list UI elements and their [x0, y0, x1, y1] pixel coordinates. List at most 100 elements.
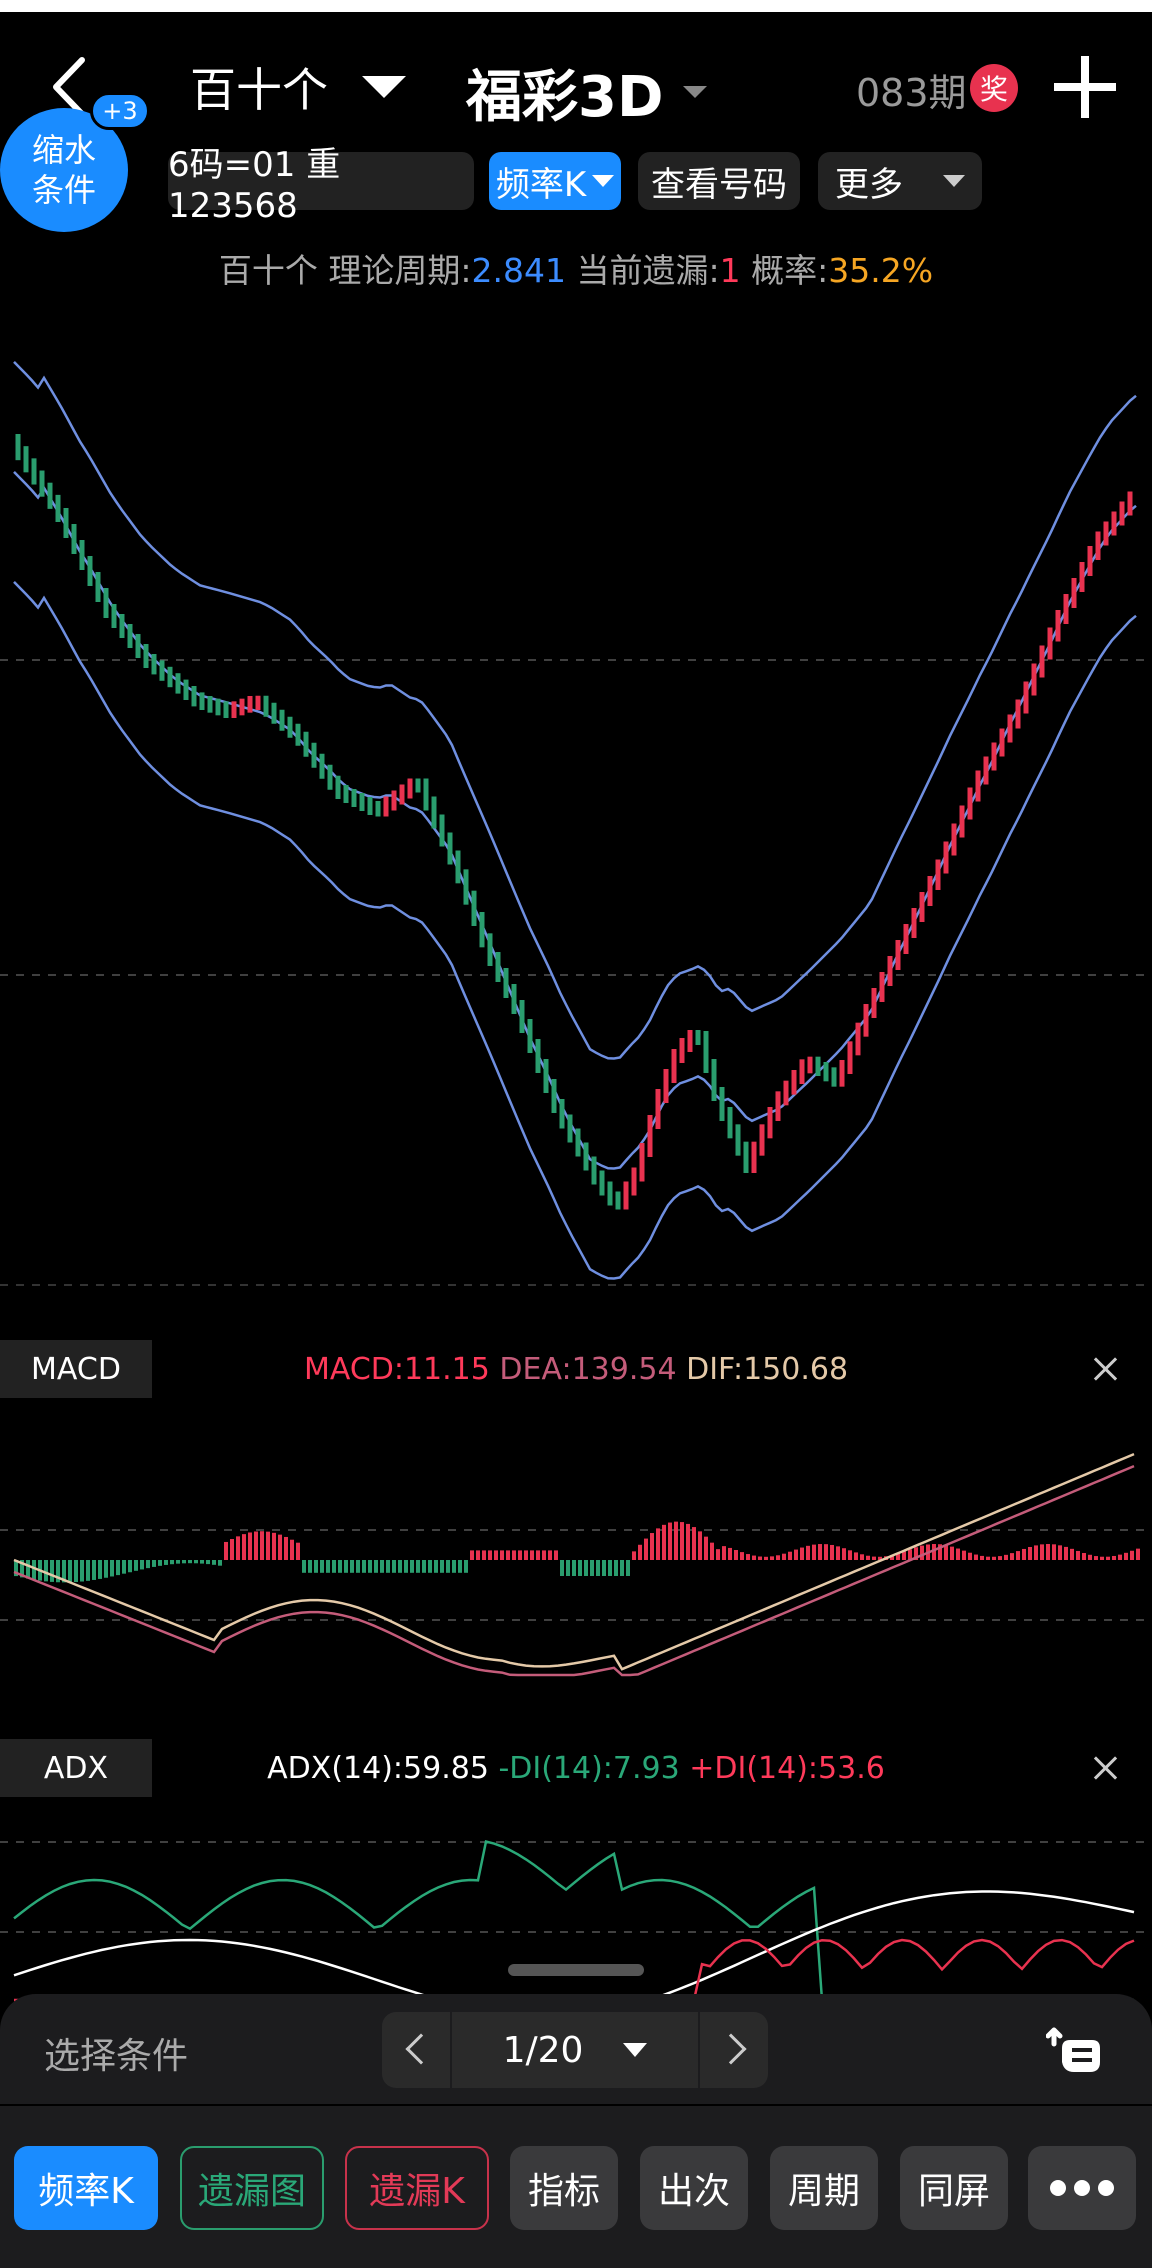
candle: [359, 793, 365, 811]
page-selector[interactable]: 1/20: [452, 2012, 698, 2088]
kline-chart[interactable]: [0, 310, 1152, 1290]
macd-tag[interactable]: MACD: [0, 1340, 152, 1398]
more-chip[interactable]: 更多: [818, 152, 982, 210]
period-label[interactable]: 083期: [856, 71, 967, 115]
macd-bar: [962, 1550, 966, 1560]
macd-bar: [494, 1550, 498, 1560]
close-icon[interactable]: [1090, 1753, 1122, 1785]
tab-miss-chart[interactable]: 遗漏图: [180, 2146, 324, 2230]
close-icon[interactable]: [1090, 1354, 1122, 1386]
candle: [1119, 501, 1125, 526]
macd-bar: [1004, 1554, 1008, 1560]
macd-bar: [524, 1550, 528, 1560]
macd-bar: [500, 1550, 504, 1560]
candle: [975, 770, 981, 802]
dif-line: [13, 1452, 1135, 1671]
macd-bar: [818, 1544, 822, 1560]
dropdown-triangle-icon: [943, 175, 965, 187]
candle: [831, 1067, 837, 1087]
candle: [879, 972, 885, 1002]
adx-legend: ADX(14):59.85 -DI(14):7.93 +DI(14):53.6: [0, 1751, 1152, 1786]
tab-appear-count[interactable]: 出次: [640, 2146, 748, 2230]
candles: [15, 434, 1133, 1210]
play-type-selector[interactable]: 百十个: [190, 52, 406, 122]
macd-bar: [380, 1560, 384, 1573]
macd-bar: [980, 1555, 984, 1560]
macd-bar: [356, 1560, 360, 1573]
candle: [751, 1141, 757, 1173]
macd-grid: [0, 1529, 1152, 1621]
adx-lines: [13, 1839, 1135, 2010]
macd-bar: [416, 1560, 420, 1573]
game-selector[interactable]: 福彩3D: [466, 52, 708, 132]
macd-bar: [320, 1560, 324, 1573]
shrink-line1: 缩水: [31, 131, 96, 169]
candle: [343, 785, 349, 803]
macd-bar: [92, 1560, 96, 1580]
candle: [423, 778, 429, 811]
macd-bar: [452, 1560, 456, 1573]
shrink-condition-button[interactable]: 缩水 条件: [0, 108, 128, 232]
candle: [783, 1080, 789, 1106]
macd-bar: [608, 1560, 612, 1576]
tab-period[interactable]: 周期: [770, 2146, 878, 2230]
stats-line: 百十个 理论周期:2.841 当前遗漏:1 概率:35.2%: [0, 244, 1152, 292]
adx-tag[interactable]: ADX: [0, 1739, 152, 1797]
dropdown-triangle-icon: [623, 2043, 648, 2057]
candle: [727, 1107, 733, 1139]
tab-freq-k[interactable]: 频率K: [14, 2146, 158, 2230]
candle: [543, 1059, 549, 1093]
select-condition-label[interactable]: 选择条件: [44, 2036, 189, 2077]
macd-bar: [1040, 1544, 1044, 1560]
back-arrow-icon[interactable]: [44, 52, 94, 122]
macd-bar: [404, 1560, 408, 1573]
candle: [823, 1062, 829, 1082]
view-numbers-chip[interactable]: 查看号码: [638, 152, 800, 210]
more-dots-icon[interactable]: [1028, 2146, 1136, 2230]
macd-bar: [278, 1534, 282, 1560]
macd-bar: [782, 1553, 786, 1560]
tab-indicator[interactable]: 指标: [510, 2146, 618, 2230]
plus-icon[interactable]: [1054, 56, 1116, 118]
macd-bar: [830, 1544, 834, 1560]
candle: [263, 695, 269, 717]
macd-bar: [548, 1550, 552, 1560]
candle: [535, 1039, 541, 1073]
candle: [767, 1107, 773, 1139]
candle: [327, 764, 333, 790]
candle: [663, 1069, 669, 1103]
drag-handle[interactable]: [508, 1964, 644, 1976]
macd-bar: [590, 1560, 594, 1576]
code-filter-chip[interactable]: 6码=01 重 123568: [168, 145, 474, 226]
dropdown-triangle-icon: [362, 76, 406, 98]
candle: [215, 698, 221, 716]
macd-bar: [200, 1560, 204, 1564]
adx-chart[interactable]: [0, 1810, 1152, 2010]
candle: [95, 572, 101, 602]
candle: [183, 679, 189, 700]
hand-pointer-icon[interactable]: [1046, 2018, 1108, 2080]
candle: [519, 1000, 525, 1033]
macd-bar: [86, 1560, 90, 1581]
macd-bar: [908, 1549, 912, 1560]
bollinger-bands: [13, 361, 1137, 1280]
macd-bar: [194, 1560, 198, 1564]
pdi-value: +DI(14):53.6: [689, 1751, 885, 1786]
macd-bar: [116, 1560, 120, 1576]
tab-same-screen[interactable]: 同屏: [900, 2146, 1008, 2230]
tab-miss-k[interactable]: 遗漏K: [345, 2146, 489, 2230]
theory-label: 理论周期:: [328, 251, 472, 290]
chevron-left-icon[interactable]: [382, 2012, 452, 2088]
macd-bar: [998, 1556, 1002, 1560]
macd-chart[interactable]: [0, 1410, 1152, 1740]
status-bar: [0, 0, 1152, 12]
macd-bar: [764, 1556, 768, 1560]
macd-bar: [1022, 1548, 1026, 1560]
macd-bar: [674, 1521, 678, 1560]
macd-bar: [704, 1536, 708, 1560]
chevron-right-icon[interactable]: [698, 2012, 768, 2088]
freq-k-chip[interactable]: 频率K: [489, 152, 621, 210]
adx-grid: [0, 1841, 1152, 1933]
middle-band: [13, 471, 1137, 1170]
prize-badge[interactable]: 奖: [970, 64, 1018, 112]
